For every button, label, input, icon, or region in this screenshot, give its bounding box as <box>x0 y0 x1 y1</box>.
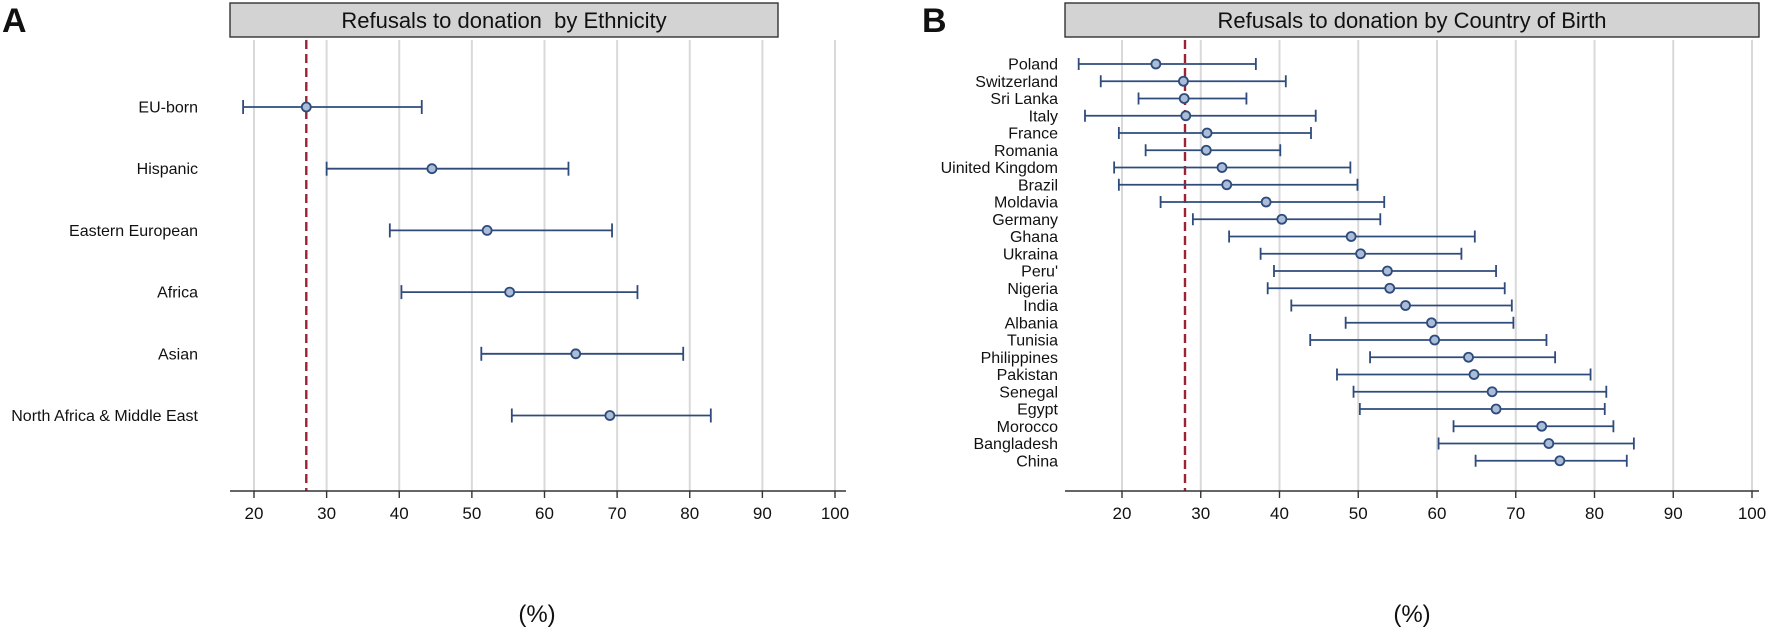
data-point <box>1201 127 1213 139</box>
category-label: Eastern European <box>69 223 198 240</box>
x-tick-label: 90 <box>753 504 772 523</box>
data-point <box>1536 420 1548 432</box>
x-tick-label: 40 <box>1270 504 1289 523</box>
panel-b-x-axis-title: (%) <box>1393 601 1430 628</box>
data-point <box>481 224 493 236</box>
panel-b-title-strip <box>1064 2 1760 38</box>
x-tick-label: 80 <box>680 504 699 523</box>
panel-a: A Refusals to donation by Ethnicity 20 30… <box>2 2 849 628</box>
category-label: Ghana <box>1010 229 1058 246</box>
category-label: Brazil <box>1018 177 1058 194</box>
panel-b-marks <box>1077 40 1635 491</box>
panel-a-x-axis: 20 30 40 50 60 70 80 90 100 <box>230 490 849 523</box>
x-tick-label: 70 <box>1506 504 1525 523</box>
category-label: Nigeria <box>1007 281 1058 298</box>
data-point <box>1345 231 1357 242</box>
x-tick-label: 60 <box>535 504 554 523</box>
data-point <box>1381 265 1393 277</box>
data-point <box>1486 386 1498 398</box>
data-point <box>1355 248 1367 260</box>
x-tick-label: 20 <box>1113 504 1132 523</box>
data-point <box>1429 334 1441 346</box>
category-label: Ukraina <box>1003 246 1058 263</box>
panel-a-category-labels: EU-born Hispanic Eastern European Africa Asi… <box>11 100 198 426</box>
category-label: Asian <box>158 346 198 363</box>
x-tick-label: 50 <box>462 504 481 523</box>
category-label: Uinited Kingdom <box>941 160 1058 177</box>
data-point <box>1543 438 1555 449</box>
panel-letter-a: A <box>2 2 27 40</box>
x-tick-label: 60 <box>1428 504 1447 523</box>
panel-letter-b: B <box>922 2 947 40</box>
data-point <box>1216 162 1228 173</box>
data-point <box>1463 351 1474 363</box>
category-label: Italy <box>1029 108 1058 125</box>
data-point <box>1468 369 1480 380</box>
panel-a-marks <box>242 40 712 491</box>
panel-a-title: Refusals to donation by Ethnicity <box>341 8 666 33</box>
data-point <box>1178 75 1189 87</box>
category-label: Africa <box>157 285 198 302</box>
data-point <box>504 286 516 298</box>
category-label: North Africa & Middle East <box>11 408 198 425</box>
category-label: Switzerland <box>975 74 1058 91</box>
x-tick-label: 100 <box>1738 504 1766 523</box>
data-point <box>570 348 582 360</box>
category-label: Romania <box>994 143 1058 160</box>
category-label: Albania <box>1005 315 1058 332</box>
data-point <box>1426 317 1437 329</box>
category-label: Sri Lanka <box>990 91 1058 108</box>
data-point <box>1554 455 1566 467</box>
category-label: Egypt <box>1017 402 1058 419</box>
category-label: Senegal <box>999 384 1058 401</box>
x-tick-label: 90 <box>1664 504 1683 523</box>
category-label: Bangladesh <box>973 436 1058 453</box>
category-label: China <box>1016 453 1058 470</box>
category-label: Peru' <box>1021 264 1058 281</box>
x-tick-label: 50 <box>1349 504 1368 523</box>
data-point <box>1384 282 1396 294</box>
category-label: Tunisia <box>1007 333 1058 350</box>
data-point <box>1178 93 1190 104</box>
data-point <box>1200 144 1212 156</box>
category-label: Philippines <box>981 350 1058 367</box>
panel-a-x-axis-title: (%) <box>518 601 555 628</box>
data-point <box>1180 110 1192 122</box>
panel-b-x-axis: 20 30 40 50 60 70 80 90 100 <box>1065 490 1766 523</box>
panel-b: B Refusals to donation by Country of Bir… <box>922 2 1766 628</box>
x-tick-label: 40 <box>390 504 409 523</box>
panel-a-title-strip <box>229 2 779 38</box>
x-tick-label: 20 <box>245 504 264 523</box>
panel-b-gridlines <box>1121 40 1753 491</box>
data-point <box>300 101 312 113</box>
x-tick-label: 30 <box>1191 504 1210 523</box>
data-point <box>1150 58 1162 70</box>
category-label: Hispanic <box>137 161 198 178</box>
data-point <box>1260 196 1272 208</box>
category-label: France <box>1008 126 1058 143</box>
data-point <box>1276 213 1288 225</box>
data-point <box>1221 179 1233 191</box>
data-point <box>604 410 616 421</box>
x-tick-label: 100 <box>821 504 849 523</box>
panel-b-title: Refusals to donation by Country of Birth <box>1218 8 1607 33</box>
x-tick-label: 80 <box>1585 504 1604 523</box>
category-label: Poland <box>1008 57 1058 74</box>
data-point <box>1490 403 1502 415</box>
category-label: Germany <box>992 212 1058 229</box>
category-label: EU-born <box>138 100 198 117</box>
category-label: India <box>1023 298 1058 315</box>
data-point <box>426 163 438 175</box>
data-point <box>1400 300 1411 311</box>
x-tick-label: 70 <box>608 504 627 523</box>
category-label: Moldavia <box>994 195 1058 212</box>
category-label: Pakistan <box>997 367 1058 384</box>
x-tick-label: 30 <box>317 504 336 523</box>
category-label: Morocco <box>997 419 1058 436</box>
